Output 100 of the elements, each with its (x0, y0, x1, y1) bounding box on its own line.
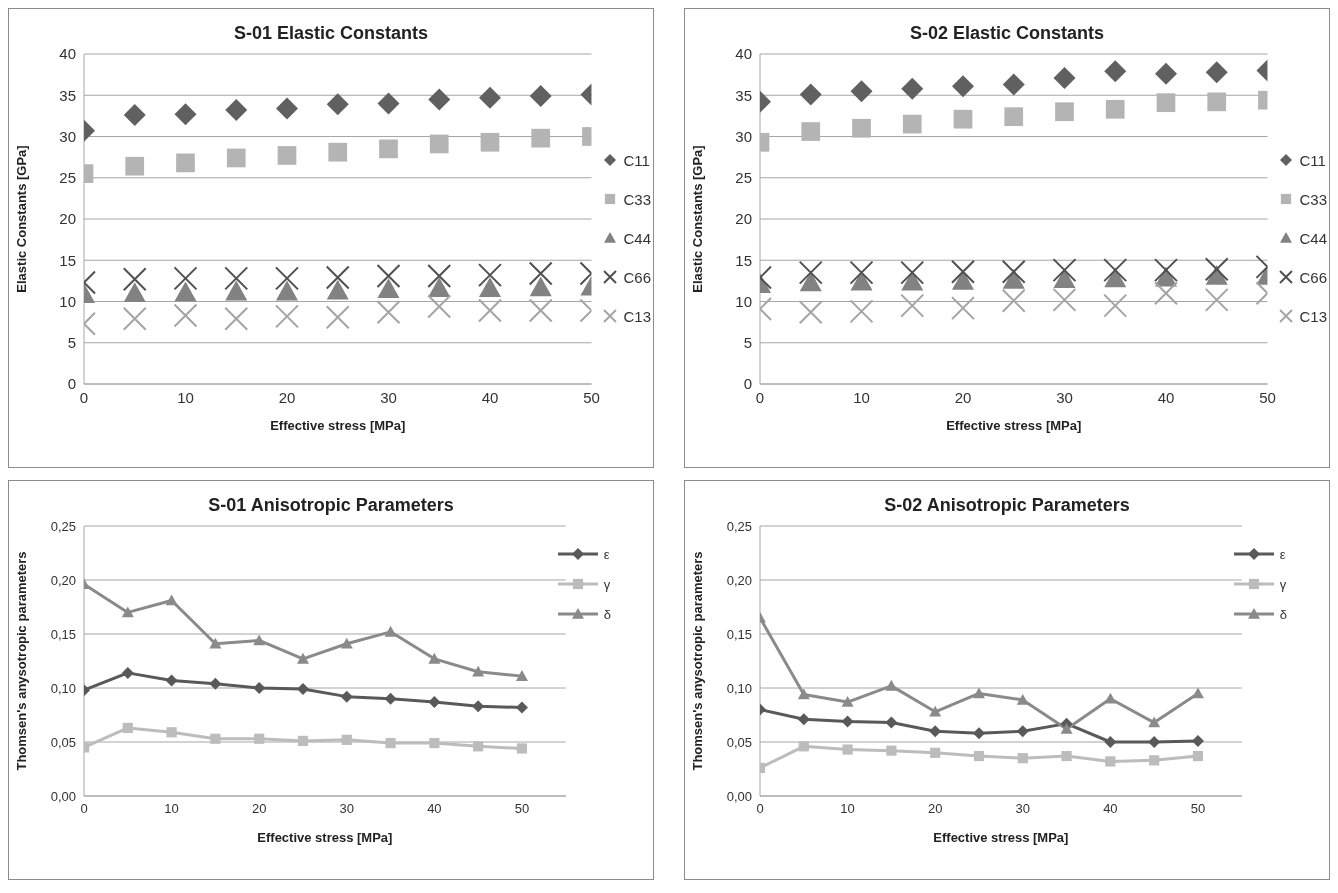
point (173, 303, 198, 328)
point (275, 97, 298, 120)
point (253, 634, 266, 646)
y-axis-title: Elastic Constants [GPa] (689, 145, 705, 293)
legend-label: C33 (1299, 190, 1327, 208)
point (121, 606, 134, 618)
point (841, 696, 854, 707)
x-axis-title: Effective stress [MPa] (933, 830, 1069, 845)
y-tick-label: 0,20 (726, 572, 752, 588)
point (296, 652, 309, 664)
point (1105, 99, 1125, 119)
point (1154, 62, 1177, 85)
point (326, 279, 349, 300)
y-tick-label: 0 (67, 375, 76, 393)
x-tick-label: 20 (251, 801, 267, 817)
y-tick-label: 0,15 (726, 626, 752, 642)
chart-title: S-02 Anisotropic Parameters (883, 494, 1131, 516)
y-tick-label: 25 (735, 169, 752, 187)
point (174, 103, 197, 126)
x-axis-title: Effective stress [MPa] (270, 418, 406, 433)
point (210, 733, 221, 744)
point (1149, 755, 1160, 766)
point (473, 741, 484, 752)
point (1205, 61, 1228, 84)
point (901, 77, 924, 100)
point (841, 715, 854, 728)
legend-label: ε (1279, 546, 1286, 562)
point (849, 299, 874, 324)
point (478, 86, 501, 109)
y-tick-label: 25 (59, 169, 76, 187)
x-tick-label: 50 (1190, 801, 1206, 817)
point (902, 114, 922, 134)
point (225, 280, 248, 301)
y-tick-label: 0 (743, 375, 752, 393)
point (797, 688, 810, 700)
point (885, 679, 898, 691)
point (275, 280, 298, 301)
legend-label: γ (603, 576, 611, 592)
point (1104, 692, 1117, 704)
point (1104, 736, 1117, 748)
y-tick-label: 0,05 (726, 734, 752, 750)
point (209, 677, 222, 690)
point (340, 690, 353, 703)
point (384, 625, 397, 637)
point (428, 652, 441, 664)
x-tick-label: 30 (1056, 388, 1073, 406)
chart-title: S-02 Elastic Constants (908, 22, 1106, 44)
x-tick-label: 10 (853, 388, 870, 406)
point (297, 735, 309, 747)
x-tick-label: 10 (177, 388, 194, 406)
point (801, 122, 821, 141)
x-tick-label: 0 (756, 801, 764, 817)
point (1004, 107, 1024, 127)
point (377, 278, 400, 298)
y-axis-title: Thomsen's anysotropic parameters (13, 551, 29, 771)
point (1204, 287, 1229, 312)
point (1156, 93, 1176, 113)
legend-label: C13 (623, 307, 651, 325)
point (1153, 281, 1178, 306)
point (123, 104, 146, 127)
point (274, 266, 299, 291)
legend-label: C13 (1299, 307, 1327, 325)
point (852, 118, 871, 138)
x-tick-label: 0 (79, 388, 89, 406)
point (326, 93, 349, 116)
point (1207, 92, 1227, 112)
point (842, 744, 853, 755)
point (427, 263, 452, 288)
point (480, 132, 500, 152)
point (477, 263, 502, 288)
point (849, 260, 874, 285)
point (1016, 693, 1029, 705)
point (531, 128, 551, 148)
point (325, 305, 350, 330)
point (528, 261, 553, 286)
x-tick-label: 40 (1103, 801, 1118, 817)
point (1002, 73, 1025, 96)
point (850, 80, 873, 103)
y-tick-label: 10 (59, 292, 76, 310)
x-tick-label: 50 (583, 388, 600, 406)
y-tick-label: 20 (735, 210, 752, 228)
y-tick-label: 40 (735, 45, 752, 63)
point (885, 716, 898, 729)
legend-label: C11 (623, 151, 650, 169)
x-tick-label: 40 (427, 801, 442, 817)
y-tick-label: 10 (735, 292, 752, 310)
y-tick-label: 0,00 (726, 788, 752, 804)
point (1053, 268, 1076, 289)
legend-label: C44 (623, 229, 651, 247)
point (379, 139, 398, 159)
point (1103, 258, 1128, 283)
point (176, 153, 195, 173)
point (900, 293, 925, 318)
y-tick-label: 0,25 (50, 518, 76, 534)
x-tick-label: 0 (80, 801, 88, 817)
legend-label: γ (1279, 576, 1287, 592)
point (428, 696, 441, 709)
point (328, 142, 348, 162)
point (1061, 750, 1072, 762)
point (325, 265, 350, 290)
